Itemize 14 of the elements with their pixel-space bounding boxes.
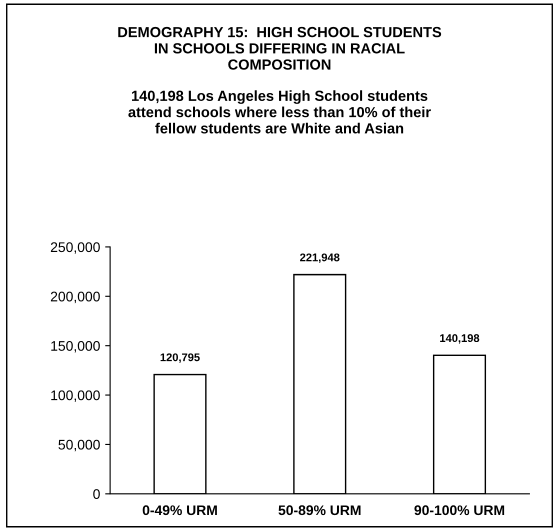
y-tick-label: 100,000: [51, 390, 100, 402]
x-tick-label: 90-100% URM: [414, 505, 504, 516]
chart-title: DEMOGRAPHY 15: HIGH SCHOOL STUDENTS IN SCHOOLS DIFFERING IN RACIAL COMPOSITION: [118, 26, 442, 70]
y-tick-label: 150,000: [51, 341, 100, 352]
data-label: 120,795: [160, 353, 200, 363]
x-tick-label: 50-89% URM: [278, 505, 360, 516]
data-label: 221,948: [300, 253, 340, 263]
x-tick-label: 0-49% URM: [142, 505, 217, 516]
y-tick-label: 250,000: [50, 242, 100, 254]
chart-subtitle: 140,198 Los Angeles High School students attend schools where less than 10% of their fellow students are White and Asian: [128, 90, 431, 134]
data-label: 140,198: [440, 334, 480, 344]
y-tick-label: 200,000: [50, 292, 100, 304]
y-tick-label: 0: [93, 489, 100, 499]
y-tick-label: 50,000: [58, 440, 100, 452]
